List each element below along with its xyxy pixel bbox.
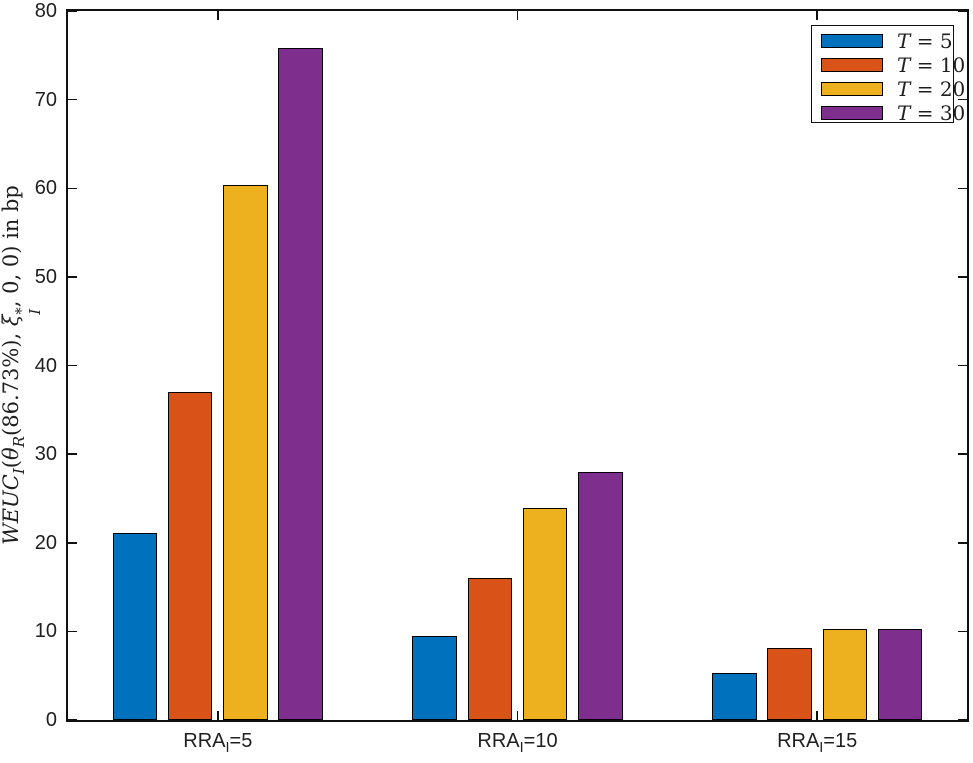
- legend-item: T = 30: [821, 101, 965, 125]
- x-tick-mark-top: [217, 11, 219, 20]
- y-tick-label: 20: [34, 531, 57, 554]
- legend-label: T = 30: [897, 101, 966, 125]
- bar-t20-rra_i=15: [822, 628, 868, 720]
- y-tick-mark-right: [958, 10, 967, 12]
- y-tick-mark-right: [958, 364, 967, 367]
- legend-item: T = 10: [821, 53, 965, 77]
- y-tick-mark-left: [68, 187, 77, 189]
- y-tick-mark-left: [68, 630, 77, 633]
- y-tick-label: 70: [34, 88, 57, 111]
- y-tick-label: 80: [34, 0, 57, 22]
- y-tick-mark-right: [958, 542, 967, 544]
- legend-swatch-t20: [821, 81, 883, 97]
- bar-t30-rra_i=5: [278, 48, 323, 720]
- y-tick-mark-left: [68, 364, 77, 367]
- x-tick-mark-top: [816, 11, 818, 20]
- bar-t30-rra_i=10: [578, 471, 623, 720]
- y-tick-mark-right: [958, 276, 967, 278]
- y-tick-mark-right: [958, 453, 967, 455]
- y-tick-label: 10: [34, 620, 57, 643]
- y-tick-label: 50: [34, 265, 57, 288]
- legend-label: T = 5: [897, 29, 953, 53]
- y-tick-mark-left: [68, 98, 77, 101]
- y-tick-mark-right: [958, 187, 967, 189]
- plot-inner: [68, 10, 967, 721]
- bar-t10-rra_i=10: [467, 578, 513, 720]
- x-tick-mark-bottom: [816, 711, 818, 720]
- legend-item: T = 5: [821, 29, 953, 53]
- y-tick-mark-left: [68, 719, 77, 721]
- x-tick-label: RRAI=10: [477, 730, 558, 757]
- legend-label: T = 20: [897, 77, 966, 101]
- y-tick-mark-left: [68, 10, 77, 12]
- bar-t5-rra_i=10: [412, 635, 457, 720]
- legend-item: T = 20: [821, 77, 965, 101]
- legend-swatch-t5: [821, 33, 883, 49]
- bar-t20-rra_i=5: [223, 184, 268, 720]
- x-tick-mark-top: [516, 11, 519, 20]
- y-tick-mark-left: [68, 276, 77, 278]
- y-tick-mark-right: [958, 719, 967, 721]
- bar-t10-rra_i=5: [167, 392, 213, 720]
- bar-t5-rra_i=5: [112, 533, 158, 720]
- x-tick-label: RRAI=5: [183, 730, 253, 757]
- y-tick-label: 40: [34, 354, 57, 377]
- y-tick-label: 30: [34, 443, 57, 466]
- bar-t30-rra_i=15: [877, 628, 923, 720]
- y-tick-mark-right: [958, 630, 967, 633]
- bar-t10-rra_i=15: [767, 648, 812, 720]
- y-tick-label: 60: [34, 177, 57, 200]
- legend-swatch-t30: [821, 105, 883, 121]
- y-tick-label: 0: [45, 709, 57, 731]
- legend-label: T = 10: [897, 53, 966, 77]
- plot-area: [66, 9, 969, 722]
- y-tick-mark-right: [958, 98, 967, 101]
- legend-swatch-t10: [821, 57, 883, 73]
- x-tick-mark-bottom: [516, 711, 519, 720]
- bar-t20-rra_i=10: [522, 508, 568, 720]
- x-tick-mark-bottom: [217, 711, 219, 720]
- x-tick-label: RRAI=15: [777, 730, 858, 757]
- y-tick-mark-left: [68, 542, 77, 544]
- bar-t5-rra_i=15: [712, 673, 757, 720]
- y-tick-mark-left: [68, 453, 77, 455]
